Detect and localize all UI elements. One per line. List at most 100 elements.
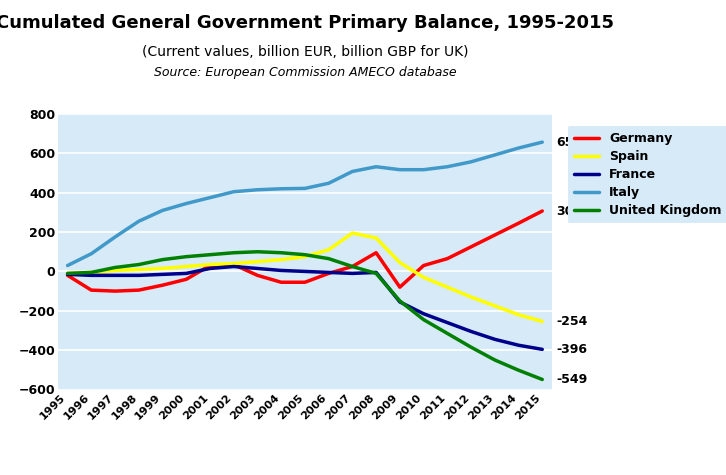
United Kingdom	[158, 257, 167, 263]
Spain	[325, 247, 333, 253]
Spain	[229, 261, 238, 266]
Text: (Current values, billion EUR, billion GBP for UK): (Current values, billion EUR, billion GB…	[142, 45, 468, 59]
Germany	[419, 263, 428, 268]
Italy	[182, 201, 191, 207]
Italy	[253, 187, 262, 193]
France	[514, 342, 523, 348]
Germany	[229, 262, 238, 267]
Text: 307: 307	[557, 205, 583, 218]
Italy	[491, 152, 499, 158]
Spain	[514, 312, 523, 318]
Italy	[110, 234, 119, 240]
Spain	[443, 285, 452, 290]
Germany	[491, 232, 499, 238]
Spain	[301, 254, 309, 259]
Italy	[348, 169, 356, 174]
United Kingdom	[229, 250, 238, 256]
United Kingdom	[87, 270, 96, 275]
Italy	[158, 208, 167, 213]
Spain	[396, 260, 404, 266]
United Kingdom	[205, 252, 214, 257]
United Kingdom	[134, 262, 143, 267]
United Kingdom	[348, 264, 356, 269]
Germany	[348, 264, 356, 269]
Germany	[158, 282, 167, 288]
France	[348, 271, 356, 276]
France	[277, 267, 285, 273]
Italy	[229, 189, 238, 195]
France	[325, 270, 333, 275]
United Kingdom	[419, 317, 428, 323]
Italy	[443, 164, 452, 170]
Italy	[325, 180, 333, 186]
Spain	[419, 275, 428, 280]
Spain	[63, 271, 72, 276]
United Kingdom	[372, 271, 380, 276]
Spain	[348, 230, 356, 236]
Italy	[134, 218, 143, 224]
Line: Germany: Germany	[68, 211, 542, 291]
Line: Italy: Italy	[68, 142, 542, 266]
Germany	[301, 279, 309, 285]
Text: -254: -254	[557, 315, 588, 328]
Line: Spain: Spain	[68, 233, 542, 322]
Italy	[205, 195, 214, 200]
Germany	[443, 256, 452, 261]
United Kingdom	[443, 331, 452, 336]
United Kingdom	[301, 252, 309, 257]
Spain	[205, 262, 214, 267]
Germany	[467, 244, 476, 250]
France	[158, 272, 167, 277]
Italy	[419, 167, 428, 172]
United Kingdom	[491, 357, 499, 363]
Legend: Germany, Spain, France, Italy, United Kingdom: Germany, Spain, France, Italy, United Ki…	[568, 126, 726, 223]
France	[205, 266, 214, 271]
United Kingdom	[396, 298, 404, 304]
Germany	[253, 273, 262, 278]
France	[253, 266, 262, 271]
United Kingdom	[467, 344, 476, 350]
Spain	[253, 259, 262, 265]
Spain	[467, 294, 476, 300]
United Kingdom	[514, 367, 523, 373]
Italy	[63, 263, 72, 268]
France	[301, 268, 309, 274]
France	[491, 336, 499, 342]
France	[134, 273, 143, 278]
Italy	[277, 186, 285, 191]
France	[87, 273, 96, 278]
Germany	[396, 285, 404, 290]
Text: Source: European Commission AMECO database: Source: European Commission AMECO databa…	[154, 66, 456, 78]
Italy	[538, 139, 547, 145]
United Kingdom	[325, 256, 333, 261]
Spain	[158, 266, 167, 271]
Text: -549: -549	[557, 373, 588, 386]
France	[182, 271, 191, 276]
Germany	[87, 287, 96, 293]
Text: Cumulated General Government Primary Balance, 1995-2015: Cumulated General Government Primary Bal…	[0, 14, 614, 32]
Germany	[134, 287, 143, 293]
Spain	[182, 264, 191, 269]
France	[443, 320, 452, 325]
Germany	[514, 220, 523, 226]
United Kingdom	[182, 254, 191, 259]
Germany	[538, 208, 547, 214]
United Kingdom	[538, 377, 547, 382]
Spain	[110, 267, 119, 273]
France	[110, 273, 119, 278]
Germany	[277, 279, 285, 285]
Italy	[372, 164, 380, 170]
United Kingdom	[110, 265, 119, 270]
Germany	[110, 288, 119, 294]
France	[63, 272, 72, 277]
United Kingdom	[277, 250, 285, 256]
Germany	[205, 263, 214, 268]
Spain	[372, 235, 380, 241]
France	[229, 264, 238, 269]
Text: -396: -396	[557, 343, 587, 356]
Italy	[396, 167, 404, 172]
Spain	[87, 270, 96, 275]
Germany	[63, 273, 72, 278]
Spain	[134, 266, 143, 272]
Germany	[325, 271, 333, 276]
